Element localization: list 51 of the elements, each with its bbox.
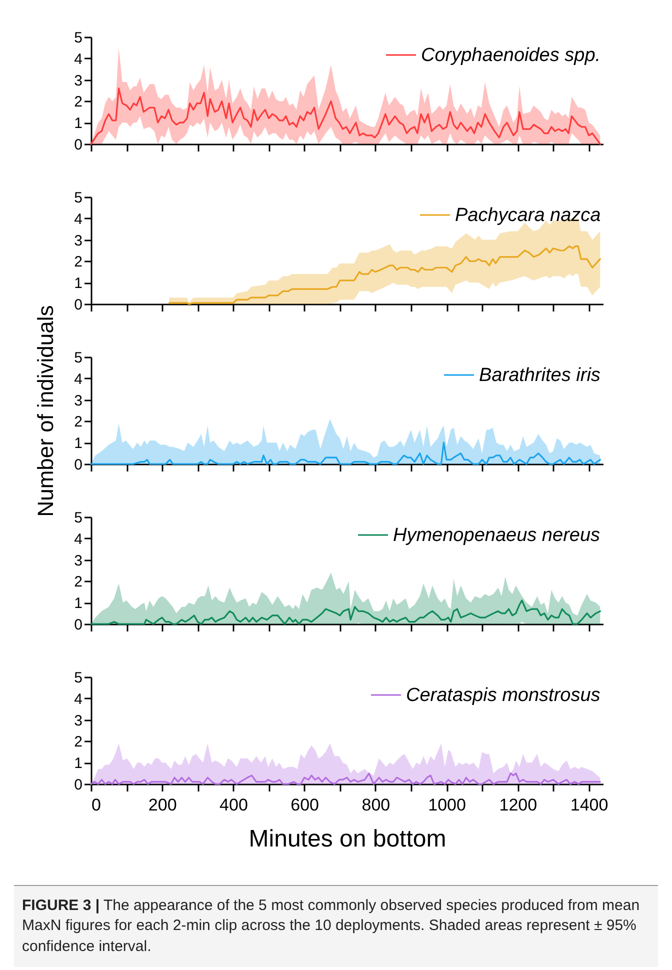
y-tick-label: 1 xyxy=(74,115,82,132)
legend-label: Coryphaenoides spp. xyxy=(421,45,601,66)
legend-label: Barathrites iris xyxy=(479,365,601,386)
y-tick-label: 2 xyxy=(74,574,82,591)
legend-label: Cerataspis monstrosus xyxy=(406,685,601,706)
y-tick-label: 4 xyxy=(74,210,82,228)
y-tick-label: 3 xyxy=(74,552,82,570)
y-axis-title: Number of individuals xyxy=(33,305,58,517)
y-tick-label: 4 xyxy=(74,530,82,548)
y-tick-label: 3 xyxy=(74,232,82,250)
y-tick-label: 5 xyxy=(74,350,82,366)
x-tick-label: 1200 xyxy=(499,796,538,814)
x-tick-label: 600 xyxy=(290,796,320,814)
line-series xyxy=(90,600,601,625)
y-tick-label: 4 xyxy=(74,690,82,708)
line-series xyxy=(90,88,601,145)
x-tick-label: 800 xyxy=(362,796,390,814)
y-tick-label: 0 xyxy=(74,776,82,794)
y-tick-label: 5 xyxy=(74,30,82,46)
line-series xyxy=(90,442,601,465)
y-tick-label: 5 xyxy=(74,670,82,686)
x-axis-title: Minutes on bottom xyxy=(248,826,446,852)
y-tick-label: 4 xyxy=(74,50,82,68)
y-tick-label: 2 xyxy=(74,734,82,751)
y-tick-label: 0 xyxy=(74,456,82,474)
y-tick-label: 0 xyxy=(74,136,82,154)
line-series xyxy=(168,245,601,305)
legend-label: Pachycara nazca xyxy=(455,205,601,226)
y-tick-label: 2 xyxy=(74,94,82,111)
y-tick-label: 5 xyxy=(74,190,82,206)
y-tick-label: 1 xyxy=(74,595,82,612)
x-tick-label: 400 xyxy=(220,796,248,814)
y-tick-label: 2 xyxy=(74,254,82,271)
x-tick-label: 200 xyxy=(148,796,177,814)
y-tick-label: 3 xyxy=(74,72,82,90)
y-tick-label: 0 xyxy=(74,616,82,634)
y-tick-label: 2 xyxy=(74,414,82,431)
y-tick-label: 1 xyxy=(74,275,82,292)
x-tick-label: 1400 xyxy=(570,796,608,814)
y-tick-label: 3 xyxy=(74,712,82,730)
x-tick-label: 1000 xyxy=(428,796,466,814)
y-tick-label: 5 xyxy=(74,510,82,526)
line-series xyxy=(90,772,601,785)
y-tick-label: 1 xyxy=(74,755,82,772)
legend-label: Hymenopenaeus nereus xyxy=(393,525,601,546)
x-tick-label: 0 xyxy=(92,796,101,814)
y-tick-label: 3 xyxy=(74,392,82,410)
y-tick-label: 4 xyxy=(74,370,82,388)
y-tick-label: 0 xyxy=(74,296,82,314)
caption: FIGURE 3 | The appearance of the 5 most commonly observed species produced from mean MaxN figures for each 2-min clip across the 10 deployments. Shaded areas represent ± 95% confidence interval. xyxy=(22,896,641,956)
y-tick-label: 1 xyxy=(74,435,82,452)
